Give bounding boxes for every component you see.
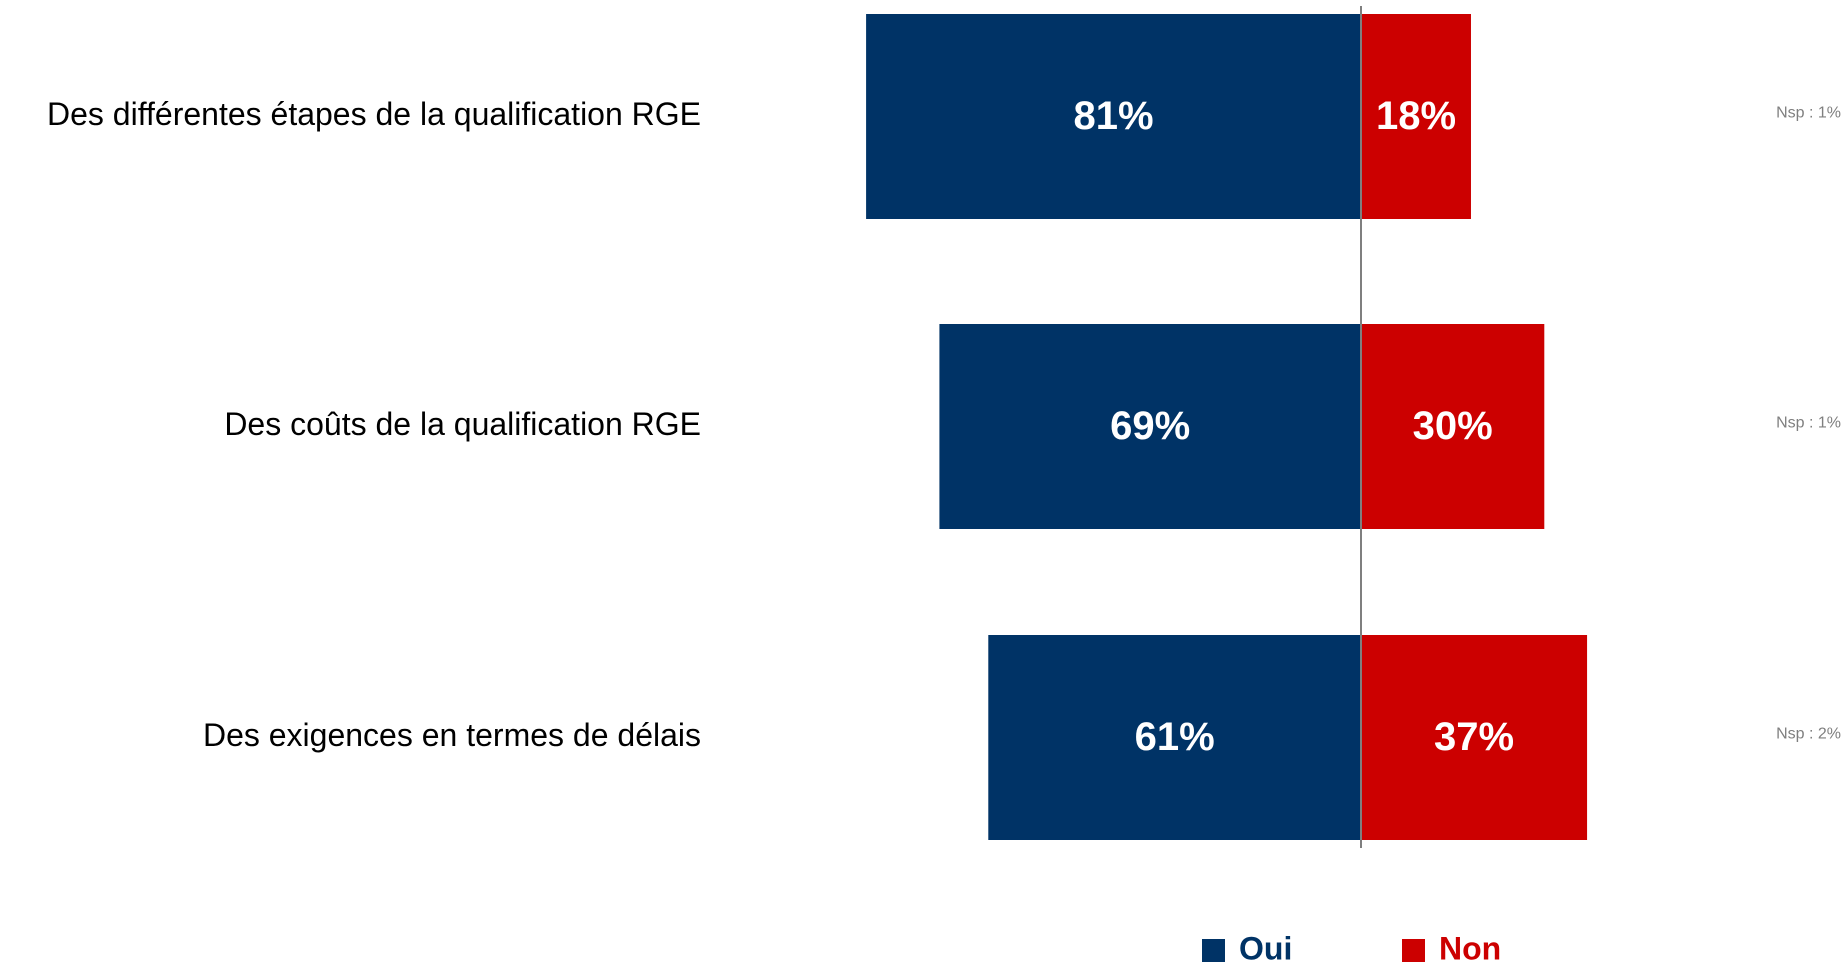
legend-swatch [1202,939,1225,962]
value-label: 18% [1376,94,1456,138]
value-label: 81% [1074,94,1154,138]
value-label: 30% [1413,404,1493,448]
bar [1361,324,1545,529]
legend-label: Oui [1239,930,1292,964]
category-label: Des différentes étapes de la qualificati… [47,96,701,132]
value-label: 61% [1135,715,1215,759]
legend-swatch [1402,939,1425,962]
legend-label: Non [1439,930,1501,964]
nsp-note: Nsp : 1% [1776,415,1841,432]
category-label: Des coûts de la qualification RGE [224,406,701,442]
category-label: Des exigences en termes de délais [203,717,701,753]
value-label: 69% [1110,404,1190,448]
value-label: 37% [1434,715,1514,759]
nsp-note: Nsp : 2% [1776,726,1841,743]
bar [939,324,1361,529]
nsp-note: Nsp : 1% [1776,105,1841,122]
bar [866,14,1361,219]
bar [1361,635,1588,840]
bar [988,635,1361,840]
bar [1361,14,1471,219]
